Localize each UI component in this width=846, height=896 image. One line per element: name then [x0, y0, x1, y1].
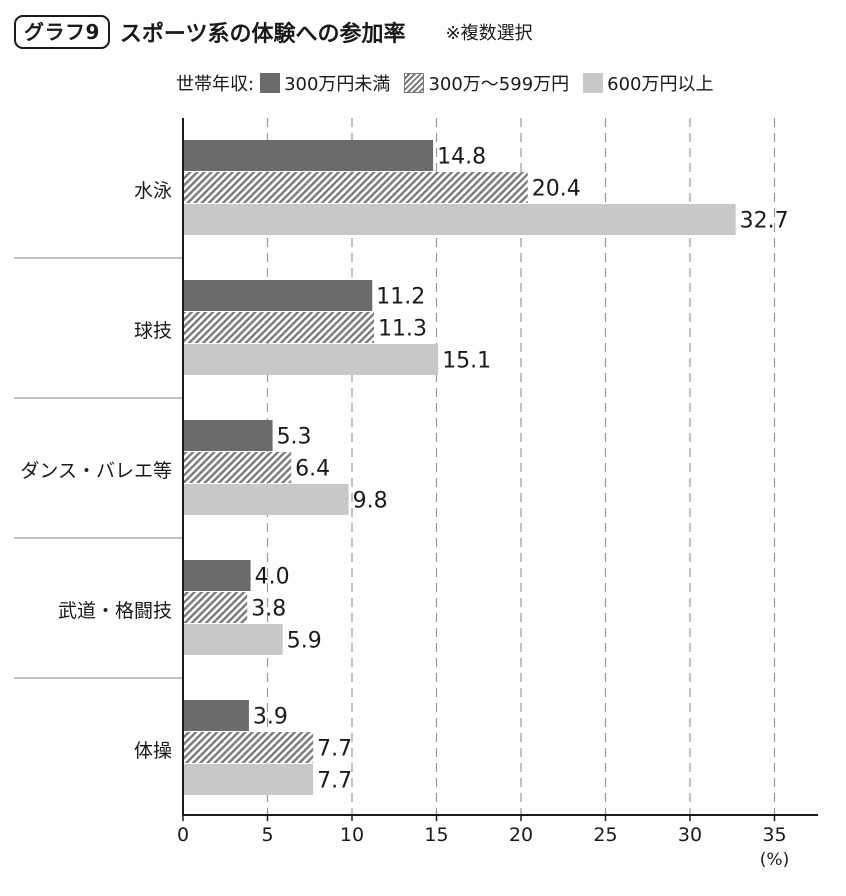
data-label-mid-0: 20.4 — [532, 177, 581, 202]
graph-number-badge: グラフ9 — [14, 15, 110, 49]
data-label-high-4: 7.7 — [317, 769, 352, 794]
data-label-mid-2: 6.4 — [295, 457, 330, 482]
bar-low-4 — [183, 700, 249, 731]
legend-item-mid: 300万〜599万円 — [404, 70, 569, 96]
category-label-0: 水泳 — [134, 180, 172, 202]
data-label-low-0: 14.8 — [437, 145, 486, 170]
legend-swatch-low — [260, 73, 281, 93]
bar-high-4 — [183, 764, 314, 795]
category-label-3: 武道・格闘技 — [58, 600, 172, 622]
bar-low-3 — [183, 560, 251, 591]
category-label-4: 体操 — [134, 740, 172, 762]
category-label-1: 球技 — [134, 320, 172, 342]
legend-swatch-mid — [404, 73, 425, 93]
chart-note: ※複数選択 — [445, 23, 533, 44]
x-tick-label-30: 30 — [678, 824, 702, 846]
x-tick-label-15: 15 — [424, 824, 448, 846]
legend-label-high: 600万円以上 — [607, 74, 714, 95]
data-label-high-2: 9.8 — [353, 489, 388, 514]
legend-label-low: 300万円未満 — [284, 74, 391, 95]
bar-mid-3 — [183, 592, 248, 623]
data-label-low-1: 11.2 — [376, 285, 425, 310]
bar-mid-4 — [183, 732, 314, 763]
data-label-high-0: 32.7 — [740, 209, 789, 234]
bar-high-0 — [183, 204, 736, 235]
data-label-low-4: 3.9 — [253, 705, 288, 730]
bar-low-0 — [183, 140, 434, 171]
bar-mid-2 — [183, 452, 292, 483]
bar-mid-0 — [183, 172, 528, 203]
data-label-mid-1: 11.3 — [378, 317, 427, 342]
bar-high-2 — [183, 484, 349, 515]
legend-swatch-high — [583, 73, 604, 93]
data-label-low-3: 4.0 — [255, 565, 290, 590]
x-tick-label-10: 10 — [340, 824, 364, 846]
x-tick-label-0: 0 — [177, 824, 189, 846]
legend-item-low: 300万円未満 — [260, 70, 390, 96]
bar-high-1 — [183, 344, 439, 375]
legend-item-high: 600万円以上 — [583, 70, 714, 96]
bar-low-1 — [183, 280, 373, 311]
x-tick-label-35: 35 — [762, 824, 786, 846]
x-tick-label-20: 20 — [509, 824, 533, 846]
data-label-high-1: 15.1 — [442, 349, 491, 374]
bar-low-2 — [183, 420, 273, 451]
legend-label-mid: 300万〜599万円 — [428, 74, 570, 95]
data-label-mid-3: 3.8 — [251, 597, 286, 622]
data-label-low-2: 5.3 — [277, 425, 312, 450]
bar-mid-1 — [183, 312, 374, 343]
category-label-2: ダンス・バレエ等 — [20, 460, 172, 482]
chart-title: スポーツ系の体験への参加率 — [119, 22, 406, 47]
data-label-mid-4: 7.7 — [317, 737, 352, 762]
x-tick-label-5: 5 — [261, 824, 273, 846]
x-tick-label-25: 25 — [593, 824, 617, 846]
legend-prefix: 世帯年収: — [176, 74, 255, 95]
x-axis-unit: (%) — [760, 850, 789, 870]
chart-legend: 世帯年収: 300万円未満 300万〜599万円 600万円以上 — [176, 70, 728, 96]
chart-header: グラフ9 スポーツ系の体験への参加率 ※複数選択 — [14, 14, 533, 50]
data-label-high-3: 5.9 — [287, 629, 322, 654]
bar-high-3 — [183, 624, 283, 655]
